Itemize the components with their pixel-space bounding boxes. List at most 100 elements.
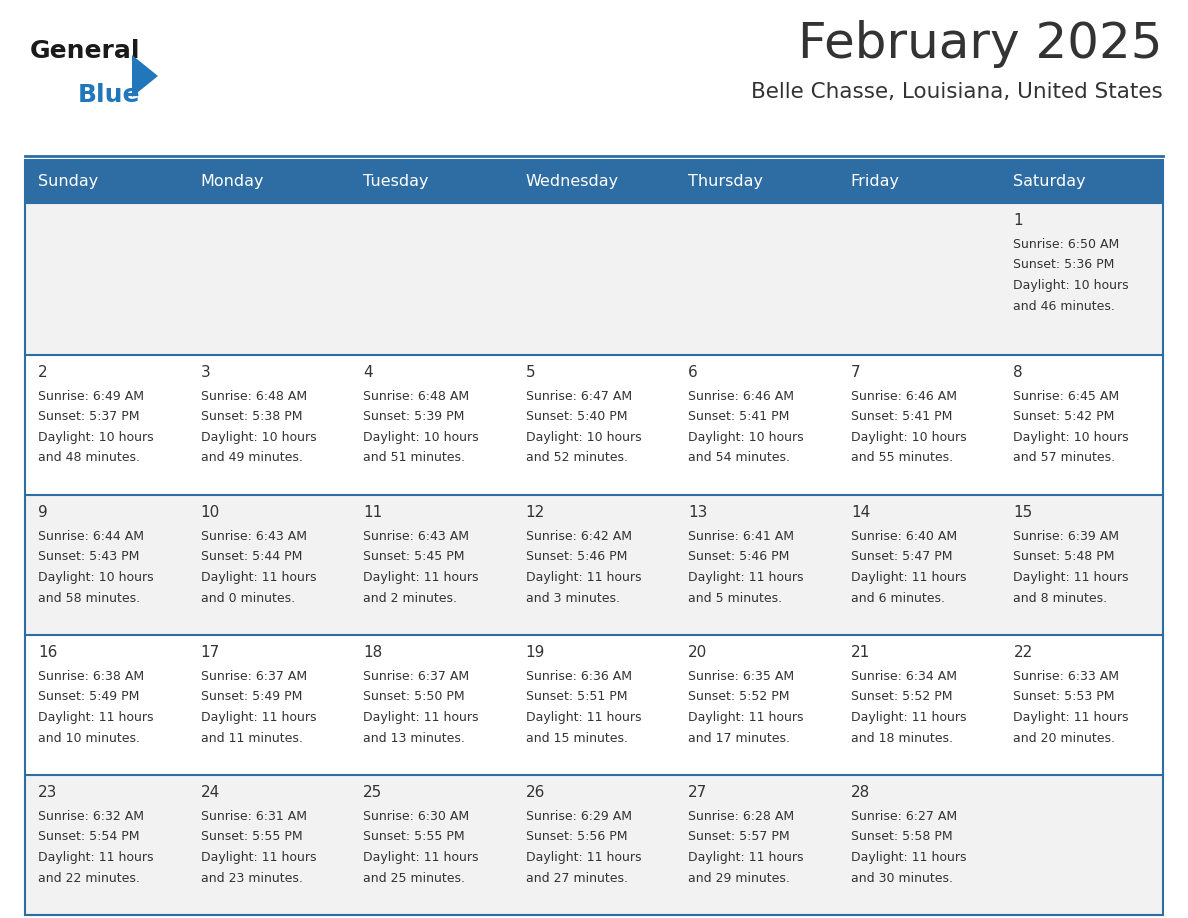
Text: 13: 13 — [688, 505, 708, 520]
Text: Daylight: 11 hours: Daylight: 11 hours — [38, 851, 153, 864]
Bar — [513, 635, 675, 775]
Text: Sunrise: 6:37 AM: Sunrise: 6:37 AM — [201, 670, 307, 683]
Bar — [350, 203, 513, 355]
Text: Sunrise: 6:33 AM: Sunrise: 6:33 AM — [1013, 670, 1119, 683]
Text: and 20 minutes.: and 20 minutes. — [1013, 732, 1116, 744]
Text: Sunrise: 6:44 AM: Sunrise: 6:44 AM — [38, 530, 144, 543]
Text: Daylight: 11 hours: Daylight: 11 hours — [526, 851, 642, 864]
Text: Sunset: 5:49 PM: Sunset: 5:49 PM — [201, 690, 302, 703]
Text: Daylight: 10 hours: Daylight: 10 hours — [38, 571, 153, 584]
Text: 26: 26 — [526, 785, 545, 800]
Text: 7: 7 — [851, 365, 860, 380]
Text: and 46 minutes.: and 46 minutes. — [1013, 299, 1116, 312]
Text: Daylight: 11 hours: Daylight: 11 hours — [38, 711, 153, 724]
Text: Sunset: 5:55 PM: Sunset: 5:55 PM — [201, 831, 302, 844]
Text: Sunset: 5:52 PM: Sunset: 5:52 PM — [688, 690, 790, 703]
Text: 3: 3 — [201, 365, 210, 380]
Text: Thursday: Thursday — [688, 174, 763, 189]
Text: Daylight: 11 hours: Daylight: 11 hours — [851, 851, 966, 864]
Text: Sunrise: 6:43 AM: Sunrise: 6:43 AM — [201, 530, 307, 543]
Text: 8: 8 — [1013, 365, 1023, 380]
Text: and 57 minutes.: and 57 minutes. — [1013, 452, 1116, 465]
Bar — [25, 495, 188, 635]
Text: Sunrise: 6:40 AM: Sunrise: 6:40 AM — [851, 530, 958, 543]
Text: and 52 minutes.: and 52 minutes. — [526, 452, 627, 465]
Bar — [25, 355, 188, 495]
Text: Sunrise: 6:48 AM: Sunrise: 6:48 AM — [201, 390, 307, 403]
Bar — [188, 160, 350, 203]
Text: 9: 9 — [38, 505, 48, 520]
Text: Sunset: 5:49 PM: Sunset: 5:49 PM — [38, 690, 139, 703]
Text: Sunrise: 6:43 AM: Sunrise: 6:43 AM — [364, 530, 469, 543]
Text: and 54 minutes.: and 54 minutes. — [688, 452, 790, 465]
Text: Daylight: 10 hours: Daylight: 10 hours — [688, 431, 804, 444]
Bar — [25, 775, 188, 915]
Text: Sunset: 5:43 PM: Sunset: 5:43 PM — [38, 551, 139, 564]
Text: Daylight: 10 hours: Daylight: 10 hours — [364, 431, 479, 444]
Text: Daylight: 10 hours: Daylight: 10 hours — [1013, 431, 1129, 444]
Bar — [350, 495, 513, 635]
Text: Sunrise: 6:35 AM: Sunrise: 6:35 AM — [688, 670, 795, 683]
Text: Sunset: 5:40 PM: Sunset: 5:40 PM — [526, 410, 627, 423]
Polygon shape — [132, 55, 158, 97]
Text: and 10 minutes.: and 10 minutes. — [38, 732, 140, 744]
Text: 17: 17 — [201, 645, 220, 660]
Text: 6: 6 — [688, 365, 699, 380]
Text: Daylight: 11 hours: Daylight: 11 hours — [1013, 711, 1129, 724]
Text: 21: 21 — [851, 645, 870, 660]
Text: Sunrise: 6:29 AM: Sunrise: 6:29 AM — [526, 810, 632, 823]
Text: 2: 2 — [38, 365, 48, 380]
Text: Belle Chasse, Louisiana, United States: Belle Chasse, Louisiana, United States — [751, 82, 1163, 102]
Text: Sunset: 5:47 PM: Sunset: 5:47 PM — [851, 551, 953, 564]
Bar — [350, 635, 513, 775]
Text: Daylight: 11 hours: Daylight: 11 hours — [851, 711, 966, 724]
Text: 1: 1 — [1013, 213, 1023, 228]
Text: and 2 minutes.: and 2 minutes. — [364, 591, 457, 604]
Text: and 25 minutes.: and 25 minutes. — [364, 871, 466, 885]
Bar — [1000, 635, 1163, 775]
Text: 10: 10 — [201, 505, 220, 520]
Text: Sunset: 5:51 PM: Sunset: 5:51 PM — [526, 690, 627, 703]
Text: 5: 5 — [526, 365, 536, 380]
Text: Sunrise: 6:37 AM: Sunrise: 6:37 AM — [364, 670, 469, 683]
Bar — [675, 495, 838, 635]
Text: and 15 minutes.: and 15 minutes. — [526, 732, 627, 744]
Bar — [675, 775, 838, 915]
Text: Daylight: 10 hours: Daylight: 10 hours — [1013, 279, 1129, 292]
Text: Sunset: 5:38 PM: Sunset: 5:38 PM — [201, 410, 302, 423]
Text: Daylight: 11 hours: Daylight: 11 hours — [364, 571, 479, 584]
Text: February 2025: February 2025 — [798, 20, 1163, 68]
Text: Sunset: 5:46 PM: Sunset: 5:46 PM — [526, 551, 627, 564]
Bar — [513, 355, 675, 495]
Text: and 29 minutes.: and 29 minutes. — [688, 871, 790, 885]
Text: Wednesday: Wednesday — [526, 174, 619, 189]
Text: Monday: Monday — [201, 174, 264, 189]
Bar — [1000, 160, 1163, 203]
Text: and 11 minutes.: and 11 minutes. — [201, 732, 303, 744]
Text: and 18 minutes.: and 18 minutes. — [851, 732, 953, 744]
Bar — [25, 635, 188, 775]
Text: Daylight: 10 hours: Daylight: 10 hours — [38, 431, 153, 444]
Text: and 27 minutes.: and 27 minutes. — [526, 871, 627, 885]
Bar — [675, 160, 838, 203]
Text: Sunrise: 6:36 AM: Sunrise: 6:36 AM — [526, 670, 632, 683]
Text: and 6 minutes.: and 6 minutes. — [851, 591, 944, 604]
Text: and 3 minutes.: and 3 minutes. — [526, 591, 620, 604]
Bar — [188, 355, 350, 495]
Text: Sunrise: 6:46 AM: Sunrise: 6:46 AM — [851, 390, 956, 403]
Text: Sunset: 5:46 PM: Sunset: 5:46 PM — [688, 551, 790, 564]
Text: and 51 minutes.: and 51 minutes. — [364, 452, 466, 465]
Text: Sunrise: 6:32 AM: Sunrise: 6:32 AM — [38, 810, 144, 823]
Bar — [350, 160, 513, 203]
Text: Sunrise: 6:34 AM: Sunrise: 6:34 AM — [851, 670, 956, 683]
Text: Sunrise: 6:50 AM: Sunrise: 6:50 AM — [1013, 238, 1119, 251]
Text: Sunrise: 6:28 AM: Sunrise: 6:28 AM — [688, 810, 795, 823]
Text: Daylight: 11 hours: Daylight: 11 hours — [688, 851, 804, 864]
Text: Sunrise: 6:27 AM: Sunrise: 6:27 AM — [851, 810, 958, 823]
Text: 27: 27 — [688, 785, 708, 800]
Text: Daylight: 11 hours: Daylight: 11 hours — [364, 711, 479, 724]
Text: Daylight: 11 hours: Daylight: 11 hours — [526, 711, 642, 724]
Bar — [838, 775, 1000, 915]
Bar — [350, 355, 513, 495]
Text: Daylight: 11 hours: Daylight: 11 hours — [364, 851, 479, 864]
